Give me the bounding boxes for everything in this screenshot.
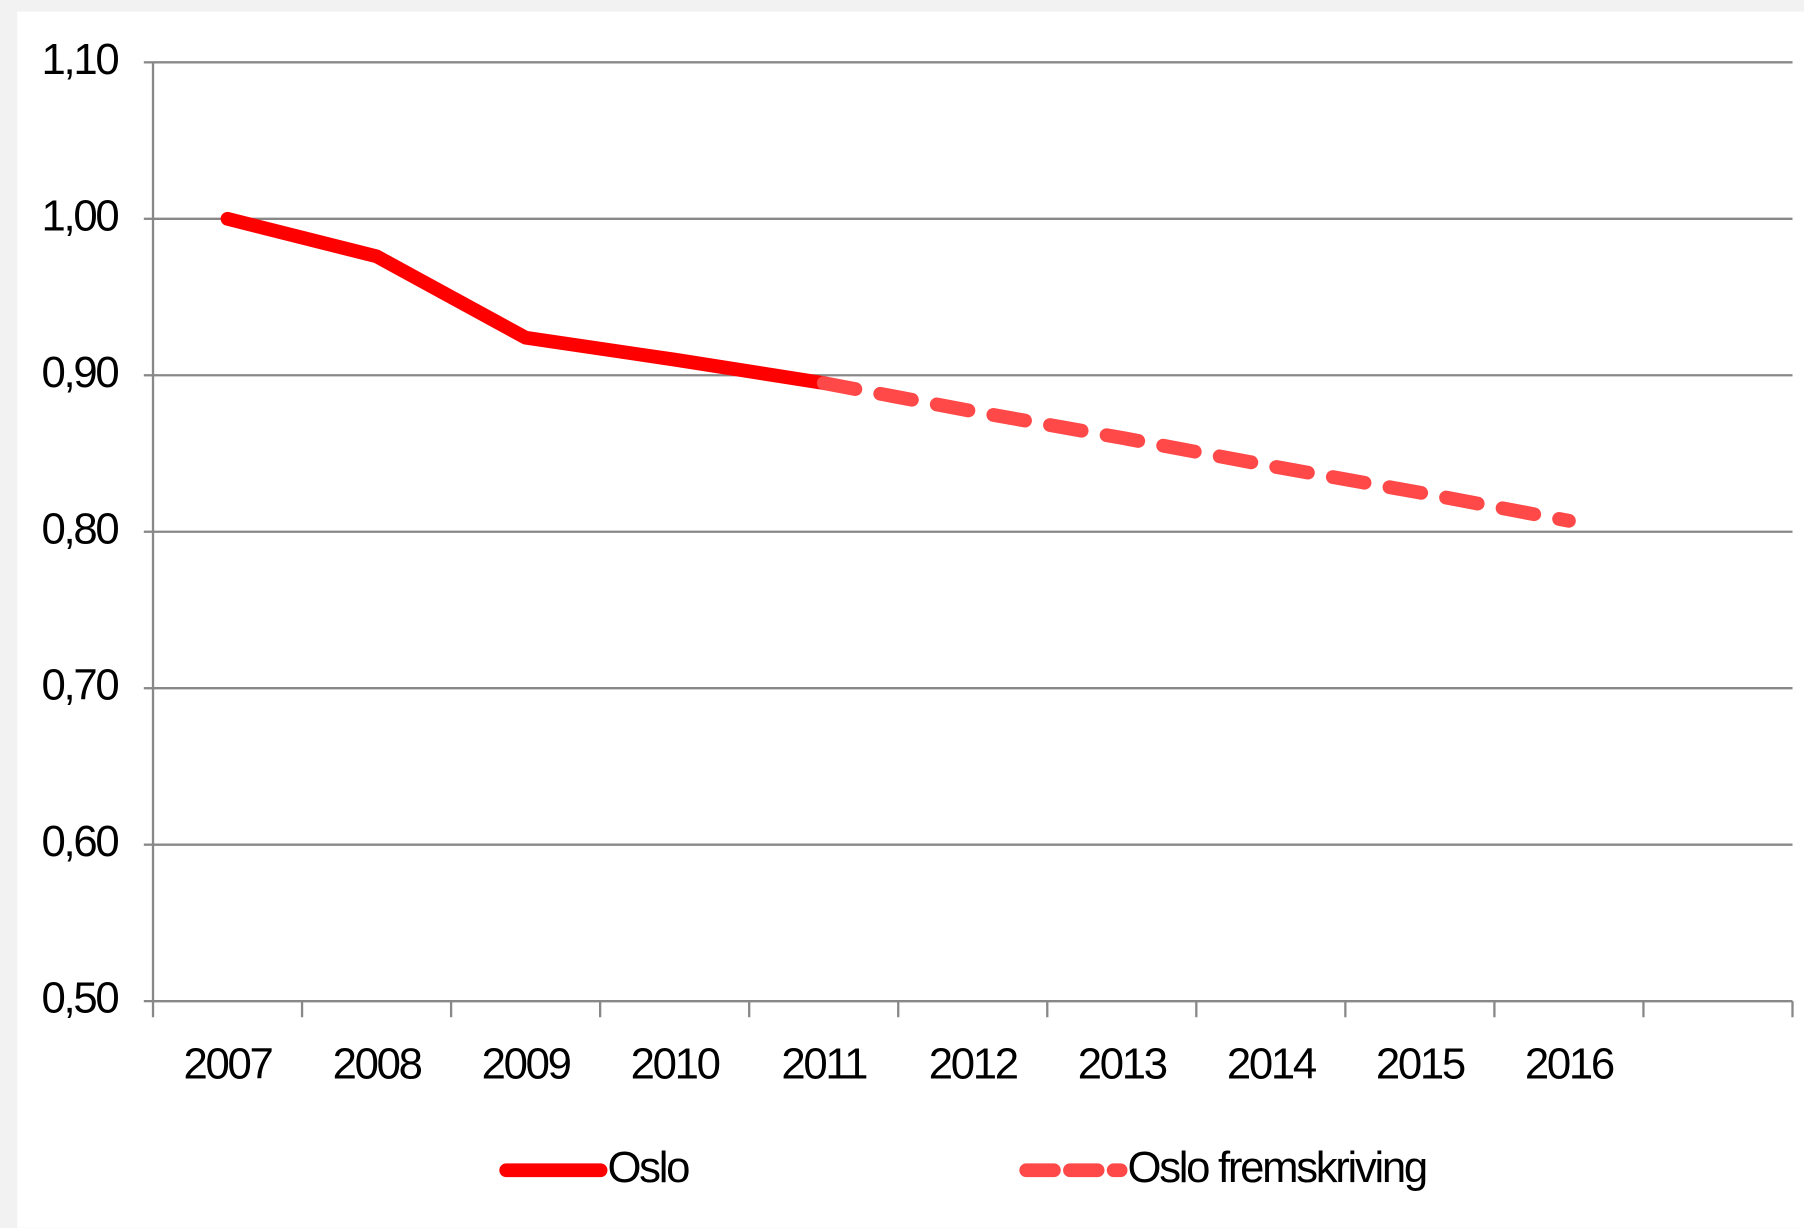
- x-tick-label: 2011: [781, 1039, 867, 1088]
- legend-label: Oslo: [607, 1143, 689, 1192]
- x-tick-label: 2009: [482, 1039, 571, 1088]
- y-tick-label: 1,10: [41, 35, 118, 84]
- series-line: [816, 376, 1576, 528]
- x-tick-label: 2015: [1376, 1039, 1465, 1088]
- series-line: [220, 211, 831, 390]
- x-tick-label: 2007: [184, 1039, 273, 1088]
- y-tick-label: 0,80: [41, 504, 118, 553]
- y-tick-label: 0,60: [41, 817, 118, 866]
- y-tick-label: 0,70: [41, 661, 118, 710]
- x-tick-label: 2008: [333, 1039, 422, 1088]
- x-tick-label: 2012: [929, 1039, 1018, 1088]
- x-tick-label: 2014: [1227, 1039, 1317, 1088]
- x-tick-label: 2010: [631, 1039, 720, 1088]
- x-tick-label: 2016: [1525, 1039, 1614, 1088]
- legend-label: Oslo fremskriving: [1128, 1143, 1426, 1192]
- y-tick-label: 0,90: [41, 348, 118, 397]
- x-tick-label: 2013: [1078, 1039, 1167, 1088]
- chart-area: [17, 11, 1804, 1228]
- y-tick-label: 1,00: [41, 191, 118, 240]
- y-tick-label: 0,50: [41, 974, 118, 1023]
